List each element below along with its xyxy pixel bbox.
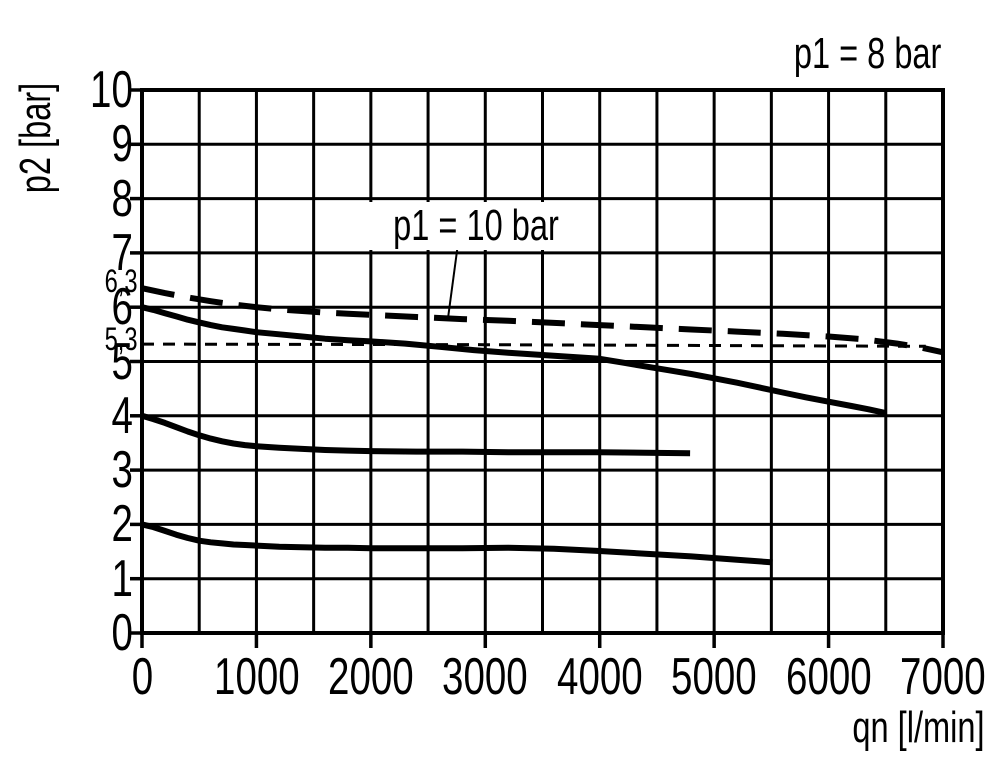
- y-tick-label: 10: [90, 61, 133, 119]
- y-tick-label: 1: [111, 549, 133, 608]
- left-marker-5-3: 5,3: [104, 321, 137, 357]
- y-tick-label: 6: [111, 278, 133, 337]
- curve-4: [141, 521, 773, 566]
- x-tick-label: 5000: [671, 648, 757, 706]
- annotation-p1-10bar-text: p1 = 10 bar: [393, 201, 559, 250]
- curve-1: [141, 342, 926, 348]
- x-tick-label: 7000: [900, 648, 986, 706]
- x-tick-label: 0: [131, 648, 153, 706]
- left-marker-6-3: 6,3: [104, 263, 137, 299]
- y-tick-label: 2: [111, 495, 133, 554]
- x-tick-label: 6000: [785, 648, 872, 706]
- y-tick-label: 5: [111, 332, 133, 391]
- annotation-p1-10bar: p1 = 10 bar: [354, 202, 598, 250]
- x-tick-label: 2000: [328, 648, 414, 706]
- x-axis-label-text: qn [l/min]: [852, 703, 985, 752]
- chart-title: p1 = 8 bar: [742, 32, 941, 76]
- x-tick-label: 1000: [213, 648, 300, 706]
- chart-title-text: p1 = 8 bar: [793, 29, 941, 78]
- curve-3: [141, 412, 691, 457]
- y-tick-label: 0: [111, 604, 133, 662]
- x-tick-label: 4000: [556, 648, 643, 706]
- curve-2: [141, 304, 887, 417]
- annotation-leader-line: [447, 244, 459, 318]
- y-tick-label: 9: [111, 115, 133, 174]
- y-tick-label: 7: [111, 223, 133, 282]
- y-tick-label: 4: [111, 386, 133, 445]
- x-tick-label: 3000: [442, 648, 529, 706]
- y-tick-label: 8: [111, 169, 133, 228]
- x-axis-label: qn [l/min]: [806, 706, 985, 750]
- curve-0: [141, 285, 944, 356]
- y-tick-label: 3: [111, 441, 133, 500]
